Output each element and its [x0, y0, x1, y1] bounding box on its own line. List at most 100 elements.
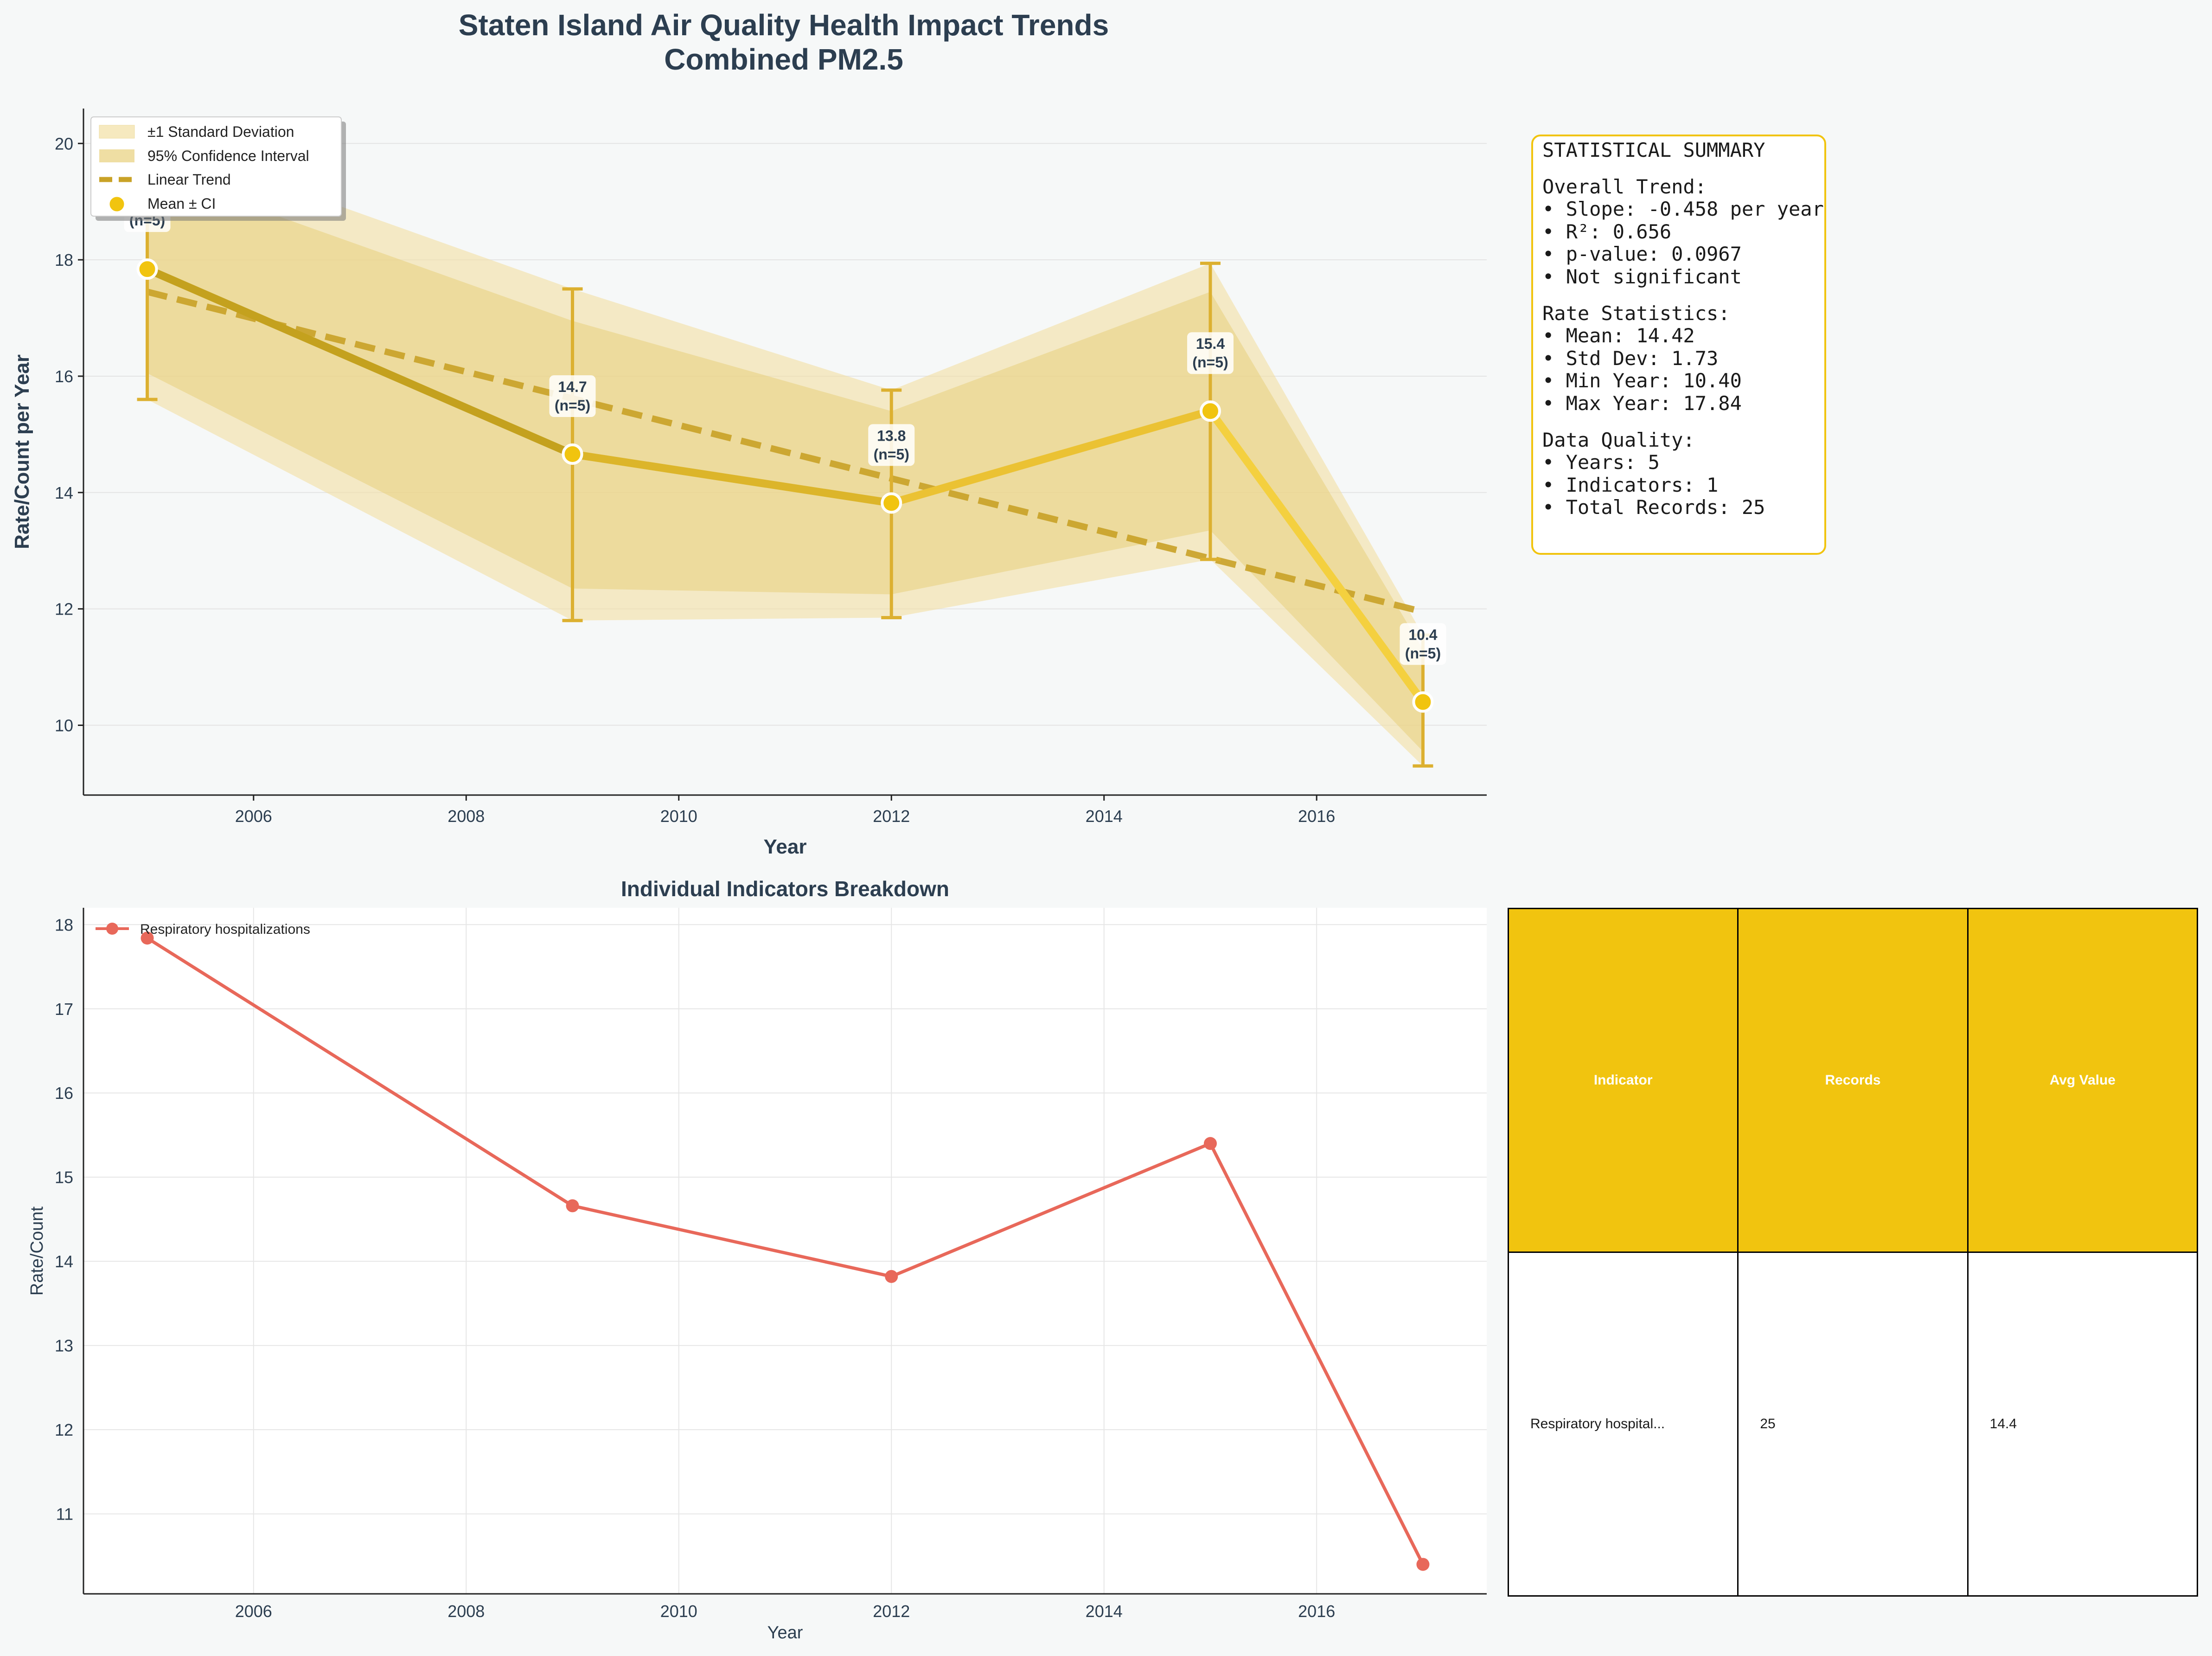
point-label: 15.4 (n=5): [1187, 332, 1234, 374]
x-tick-label: 2014: [1086, 807, 1123, 826]
stats-line: • R²: 0.656: [1542, 220, 1672, 243]
point-label: 13.8 (n=5): [868, 424, 915, 466]
stats-line: • Mean: 14.42: [1542, 324, 1695, 347]
series-point: [141, 931, 154, 945]
breakdown-plot-area: [83, 908, 1487, 1594]
mean-line-segment: [1206, 407, 1427, 706]
legend-label-ci: 95% Confidence Interval: [147, 148, 309, 164]
x-tick-label: 2008: [448, 1602, 485, 1621]
mean-line-segment: [569, 450, 895, 507]
point-label-line: (n=5): [555, 397, 590, 414]
x-tick-label: 2016: [1298, 807, 1335, 826]
chart-title: Staten Island Air Quality Health Impact …: [459, 8, 1109, 42]
table-header-avg-value: Avg Value: [1967, 908, 2199, 1253]
legend-swatch-std: [99, 125, 135, 139]
x-tick-label: 2012: [873, 1602, 910, 1621]
stats-line: Overall Trend:: [1542, 175, 1707, 198]
stats-line: • p-value: 0.0967: [1542, 243, 1742, 266]
x-tick-label: 2006: [235, 807, 272, 826]
point-label: 14.7 (n=5): [549, 375, 596, 417]
y-tick-label: 13: [55, 1336, 73, 1355]
breakdown-title: Individual Indicators Breakdown: [621, 877, 949, 901]
stats-line: [1542, 289, 1824, 302]
point-label-line: 15.4: [1196, 335, 1225, 352]
mean-point: [136, 258, 158, 280]
table-row: Respiratory hospital... 25 14.4: [1507, 1252, 2199, 1597]
point-label-line: 10.4: [1408, 626, 1437, 643]
y-tick-label: 20: [55, 134, 73, 153]
main-x-axis-label: Year: [764, 835, 807, 858]
breakdown-y-axis-label: Rate/Count: [27, 1206, 47, 1296]
series-point: [1203, 1137, 1217, 1150]
breakdown-axes: [83, 908, 1487, 1595]
stats-line: • Not significant: [1542, 265, 1742, 288]
table-header-row: Indicator Records Avg Value: [1507, 908, 2199, 1253]
table-header-records: Records: [1737, 908, 1969, 1253]
stats-line: [1542, 415, 1824, 429]
trend-line-group: [146, 289, 1424, 615]
stats-line: • Std Dev: 1.73: [1542, 347, 1719, 370]
stats-line: • Years: 5: [1542, 451, 1660, 474]
legend-label-std: ±1 Standard Deviation: [147, 123, 294, 140]
stats-line: • Total Records: 25: [1542, 496, 1765, 519]
main-ticks: 2006 2008 2010 2012 2014 2016 10 12 14 16 18 20: [55, 134, 1335, 826]
table-cell-indicator: Respiratory hospital...: [1507, 1252, 1739, 1597]
main-trend-chart: 17.8(n=5)14.7(n=5)13.8(n=5)15.4(n=5)10.4…: [11, 109, 1487, 858]
y-tick-label: 11: [56, 1505, 73, 1524]
main-axes: [83, 109, 1487, 796]
x-tick-label: 2010: [660, 807, 697, 826]
legend-swatch-mean: [107, 194, 127, 214]
y-tick-label: 12: [55, 1420, 73, 1439]
point-labels: 17.8(n=5)14.7(n=5)13.8(n=5)15.4(n=5)10.4…: [124, 190, 1446, 665]
mean-line-segment: [143, 265, 577, 458]
y-tick-label: 14: [55, 483, 73, 502]
stats-line: • Min Year: 10.40: [1542, 369, 1742, 392]
y-tick-label: 14: [55, 1252, 73, 1271]
linear-trend-line: [146, 289, 1424, 615]
point-label-line: 14.7: [558, 379, 587, 395]
y-tick-label: 10: [55, 716, 73, 735]
point-label-line: (n=5): [874, 446, 909, 462]
point-label: 10.4 (n=5): [1400, 623, 1446, 665]
y-tick-label: 18: [55, 250, 73, 270]
point-label-line: (n=5): [1192, 354, 1228, 371]
main-y-axis-label: Rate/Count per Year: [11, 354, 33, 549]
legend-label-respiratory: Respiratory hospitalizations: [140, 922, 310, 937]
y-tick-label: 12: [55, 600, 73, 619]
stats-line: • Max Year: 17.84: [1542, 392, 1742, 415]
indicator-breakdown-chart: 2006 2008 2010 2012 2014 2016 11 12 13 14 15 16 17 18…: [27, 877, 1487, 1643]
point-label-line: (n=5): [1405, 645, 1441, 661]
y-tick-label: 18: [55, 915, 73, 934]
table-cell-records: 25: [1737, 1252, 1969, 1597]
mean-point: [1412, 691, 1434, 713]
breakdown-ticks: 2006 2008 2010 2012 2014 2016 11 12 13 14 15 16 17 18: [55, 915, 1335, 1621]
indicator-summary-table: Indicator Records Avg Value Respiratory …: [1507, 908, 2199, 1597]
point-label-line: 13.8: [877, 427, 906, 444]
breakdown-x-axis-label: Year: [767, 1623, 803, 1643]
stats-line: [1542, 162, 1824, 176]
legend-label-trend: Linear Trend: [147, 171, 231, 188]
breakdown-series: [141, 931, 1430, 1571]
stats-line: • Slope: -0.458 per year: [1542, 198, 1824, 221]
breakdown-grid: [83, 908, 1487, 1594]
legend-swatch-respiratory-marker: [106, 923, 118, 935]
series-point: [566, 1199, 579, 1213]
mean-points: [136, 258, 1434, 713]
main-legend: ±1 Standard Deviation 95% Confidence Int…: [90, 116, 346, 221]
mean-point: [1199, 400, 1221, 422]
table-cell-avg-value: 14.4: [1967, 1252, 2199, 1597]
x-tick-label: 2008: [448, 807, 485, 826]
std-band: [147, 169, 1423, 751]
legend-label-mean: Mean ± CI: [147, 195, 216, 212]
x-tick-label: 2010: [660, 1602, 697, 1621]
y-tick-label: 16: [55, 1084, 73, 1103]
y-tick-label: 17: [55, 1000, 73, 1019]
stats-line: STATISTICAL SUMMARY: [1542, 139, 1765, 161]
statistical-summary-box: STATISTICAL SUMMARY Overall Trend: • Slope…: [1531, 135, 1826, 555]
mean-point: [881, 492, 902, 514]
series-point: [885, 1270, 898, 1283]
y-tick-label: 16: [55, 367, 73, 386]
y-tick-label: 15: [55, 1168, 73, 1187]
mean-line-group: [143, 265, 1427, 706]
